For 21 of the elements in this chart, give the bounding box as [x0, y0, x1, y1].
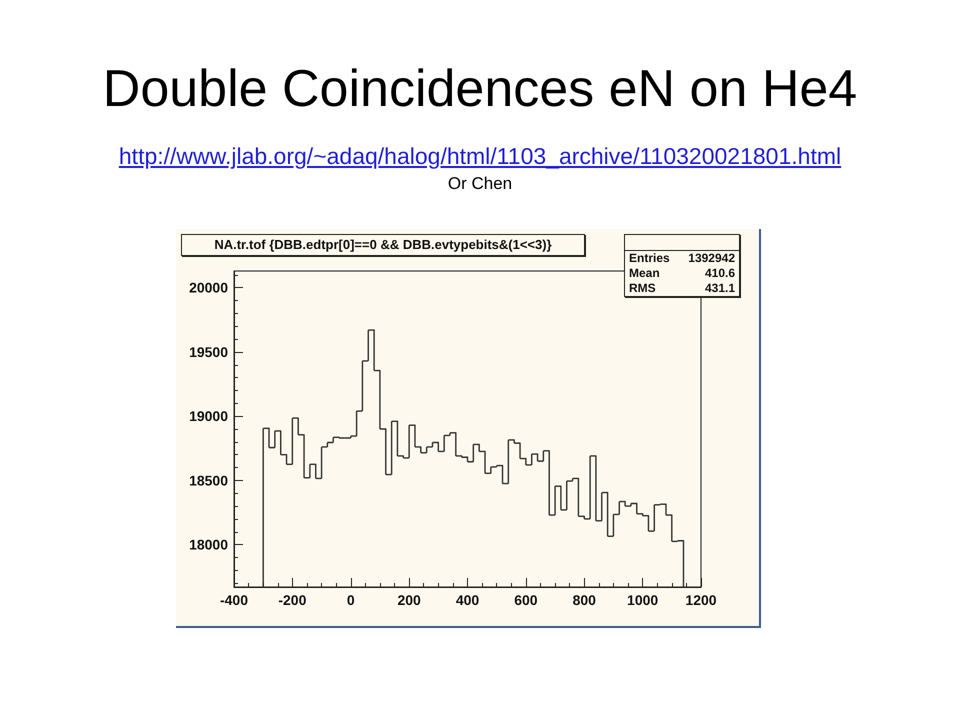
x-tick-label: 0 — [346, 592, 355, 608]
y-tick-label: 19500 — [189, 344, 228, 360]
y-tick-label: 18000 — [189, 536, 228, 553]
x-tick-label: 800 — [572, 592, 596, 608]
text: http://www.jlab.org/~adaq/halog/html/1103_archive/110320021801.html — [118, 142, 842, 170]
x-tick-label: 1000 — [627, 592, 658, 608]
y-tick-label: 18500 — [189, 472, 228, 488]
chart-subtitle: NA.tr.tof {DBB.edtpr[0]==0 && DBB.evtypebits&(1<<3)} — [181, 234, 585, 256]
y-tick-label: 20000 — [189, 280, 228, 296]
x-tick-label: 200 — [397, 592, 422, 608]
x-tick-label: 1200 — [685, 592, 717, 608]
text: RMS 431.1 — [629, 281, 735, 295]
text: Mean 410.6 — [629, 266, 735, 280]
x-tick-label: 400 — [456, 592, 480, 608]
x-tick-label: -400 — [220, 592, 248, 608]
chart-title: Double Coincidences eN on He4 — [102, 59, 858, 120]
text: Or Chen — [448, 173, 512, 195]
y-tick-label: 19000 — [189, 408, 228, 424]
x-tick-label: 600 — [514, 592, 538, 608]
x-tick-label: -200 — [278, 592, 307, 608]
text: Entries 1392942 — [629, 251, 735, 265]
